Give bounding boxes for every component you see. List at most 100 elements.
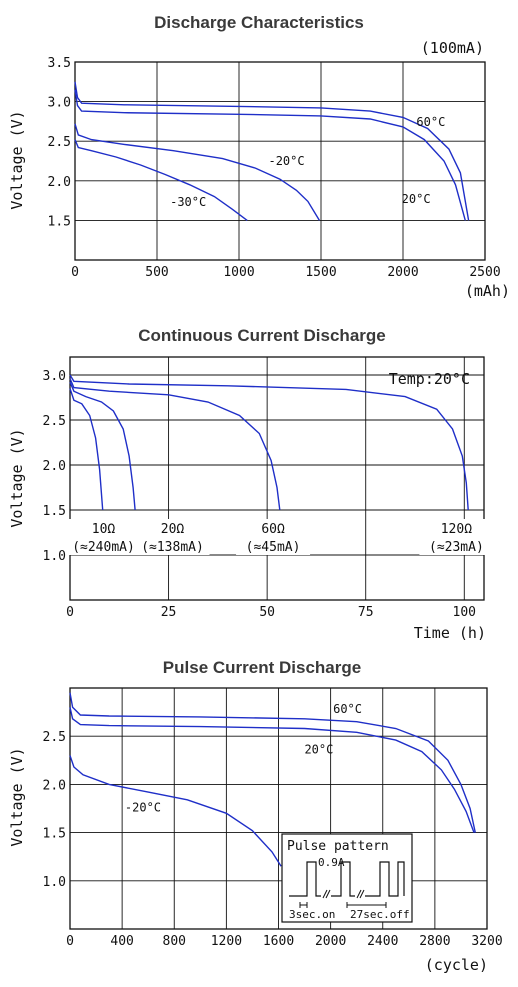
series-label-120: 120Ω: [441, 522, 472, 537]
x-tick-label: 2000: [387, 265, 418, 280]
chart-title: Pulse Current Discharge: [163, 658, 361, 677]
continuous-current-discharge-chart: Continuous Current Discharge Temp:20°C 0…: [8, 326, 494, 642]
series-line-20-c: [69, 755, 282, 867]
x-axis-label: (cycle): [425, 956, 488, 974]
inset-current: 0.9A: [318, 856, 345, 869]
series-line-20-138ma: [69, 381, 136, 511]
y-tick-label: 3.5: [48, 56, 71, 71]
series-label-bg: [236, 519, 311, 555]
y-tick-label: 2.5: [48, 135, 71, 150]
inset-off-duration: 27sec.off: [350, 908, 410, 921]
tick-labels: 0 500 1000 1500 2000 2500 1.5 2.0 2.5 3.0 3.5: [48, 56, 501, 280]
x-tick-label: 100: [453, 605, 476, 620]
series-label-20: 20Ω: [161, 522, 185, 537]
series-label-10: 10Ω: [92, 522, 116, 537]
y-tick-label: 1.5: [48, 214, 71, 229]
series-line-20-c: [69, 707, 475, 833]
inset-on-duration: 3sec.on: [289, 908, 335, 921]
series-label-current: (≈138mA): [141, 540, 204, 555]
y-tick-label: 2.5: [43, 730, 66, 745]
y-tick-label: 1.5: [43, 827, 66, 842]
tick-labels: 0 400 800 1200 1600 2000 2400 2800 3200 1.0 1.5 2.0…: [43, 730, 503, 949]
series-line-20-c: [74, 123, 320, 221]
series-label-bg: [66, 519, 141, 555]
x-tick-label: 0: [66, 934, 74, 949]
series-label-20-c: -20°C: [268, 154, 304, 168]
grid: [74, 61, 486, 261]
x-tick-label: 2500: [469, 265, 500, 280]
series-label-20-c: 20°C: [402, 192, 431, 206]
grid: [69, 356, 485, 601]
x-tick-label: 75: [358, 605, 374, 620]
x-tick-label: 2000: [315, 934, 346, 949]
discharge-characteristics-chart: Discharge Characteristics (100mA) 0 500 10…: [8, 13, 510, 300]
x-axis-label: (mAh): [465, 282, 510, 300]
plot-frame: [69, 356, 485, 601]
series-label-bg: [135, 519, 210, 555]
series-label-30-c: -30°C: [170, 195, 206, 209]
series-line-60-c: [69, 692, 476, 833]
plot-frame: [74, 61, 486, 261]
x-tick-label: 400: [110, 934, 133, 949]
series-label-current: (≈45mA): [246, 540, 301, 555]
x-tick-label: 25: [161, 605, 177, 620]
pulse-current-discharge-chart: Pulse Current Discharge 0 400 800 1200 1600 2…: [8, 658, 503, 974]
y-axis-label: Voltage (V): [8, 747, 26, 846]
series-lines: [69, 692, 476, 867]
series-lines: [74, 81, 470, 221]
x-axis-label: Time (h): [414, 624, 486, 642]
y-tick-label: 3.0: [43, 369, 66, 384]
x-tick-label: 2400: [367, 934, 398, 949]
series-line-120-23ma: [69, 374, 469, 511]
pulse-waveform: [289, 861, 405, 897]
chart-unit-note: Temp:20°C: [389, 370, 470, 388]
series-label-current: (≈23mA): [429, 540, 484, 555]
x-tick-label: 1200: [211, 934, 242, 949]
x-tick-label: 800: [163, 934, 186, 949]
pulse-pattern-inset: Pulse pattern 0.9A 3sec.on 27sec.off: [281, 833, 413, 923]
y-tick-label: 2.0: [43, 459, 66, 474]
y-tick-label: 1.0: [43, 549, 66, 564]
series-line-20-c: [74, 89, 466, 221]
tick-labels: 0 25 50 75 100 1.0 1.5 2.0 2.5 3.0: [43, 369, 477, 620]
series-line-60-c: [74, 81, 470, 221]
y-tick-label: 2.0: [48, 175, 71, 190]
x-tick-label: 1500: [305, 265, 336, 280]
x-tick-label: 50: [259, 605, 275, 620]
y-tick-label: 2.0: [43, 778, 66, 793]
inset-title: Pulse pattern: [287, 839, 389, 854]
x-tick-label: 0: [71, 265, 79, 280]
series-line-10-240ma: [69, 388, 104, 511]
x-tick-label: 500: [145, 265, 168, 280]
series-label-60-c: 60°C: [333, 702, 362, 716]
y-tick-label: 1.0: [43, 875, 66, 890]
series-label-20-c: 20°C: [304, 743, 333, 757]
duration-markers: [299, 902, 387, 908]
x-tick-label: 0: [66, 605, 74, 620]
series-line-30-c: [74, 139, 248, 221]
y-tick-label: 2.5: [43, 414, 66, 429]
y-axis-label: Voltage (V): [8, 110, 26, 209]
series-lines: [69, 374, 469, 511]
chart-title: Continuous Current Discharge: [138, 326, 385, 345]
chart-title: Discharge Characteristics: [154, 13, 364, 32]
series-labels: 60°C 20°C -20°C: [125, 702, 362, 814]
series-label-current: (≈240mA): [72, 540, 135, 555]
y-tick-label: 1.5: [43, 504, 66, 519]
x-tick-label: 1600: [263, 934, 294, 949]
series-label-20-c: -20°C: [125, 800, 161, 814]
series-line-60-45ma: [69, 378, 281, 511]
series-label-bg: [419, 519, 494, 555]
break-marks: [322, 889, 365, 899]
y-tick-label: 3.0: [48, 96, 71, 111]
x-tick-label: 2800: [419, 934, 450, 949]
series-label-60: 60Ω: [261, 522, 285, 537]
chart-unit-note: (100mA): [421, 39, 484, 57]
series-labels: 10Ω (≈240mA) 20Ω (≈138mA) 60Ω (≈45mA) 120Ω (≈23…: [66, 519, 494, 555]
x-tick-label: 1000: [223, 265, 254, 280]
y-axis-label: Voltage (V): [8, 428, 26, 527]
series-labels: 60°C 20°C -20°C -30°C: [170, 115, 445, 209]
x-tick-label: 3200: [471, 934, 502, 949]
series-label-60-c: 60°C: [416, 115, 445, 129]
